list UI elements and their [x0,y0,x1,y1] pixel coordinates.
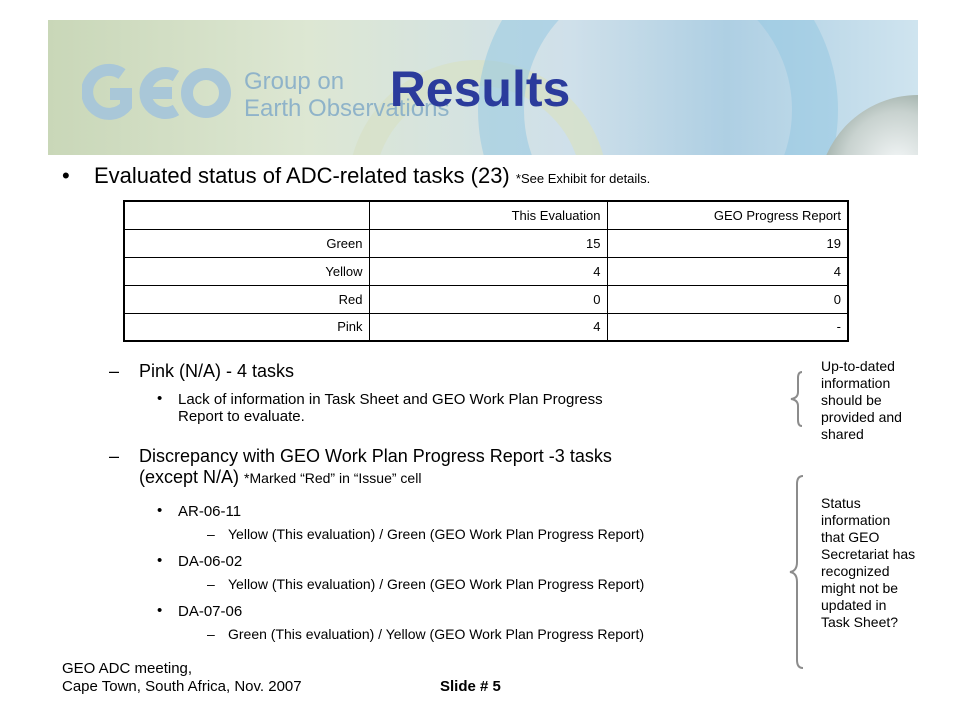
table-cell: 0 [606,284,849,314]
task-id: AR-06-11 [178,503,242,520]
table-cell: Red [123,284,370,314]
header-banner [48,20,918,155]
curly-brace-icon [789,475,804,669]
table-row: Pink 4 - [123,312,849,342]
table-cell: 4 [368,256,608,286]
pink-detail-line: Lack of information in Task Sheet and GE… [178,391,603,408]
curly-brace-icon [790,371,803,427]
page-title: Results [389,61,571,117]
task-status-text: Yellow (This evaluation) / Green (GEO Wo… [228,576,645,592]
footer-meeting-info: GEO ADC meeting, Cape Town, South Africa… [62,660,302,696]
side-note-line: provided and [821,409,902,425]
table-cell: Green [123,228,370,258]
banner-decoration [478,20,838,155]
bullet-icon: • [157,502,163,519]
table-header-cell [123,200,370,230]
task-status-text: Green (This evaluation) / Yellow (GEO Wo… [228,626,645,642]
table-cell: - [606,312,849,342]
table-cell: 0 [368,284,608,314]
table-row: Yellow 4 4 [123,256,849,286]
side-note-line: shared [821,426,864,442]
bullet-icon: • [62,163,70,188]
discrepancy-line: Discrepancy with GEO Work Plan Progress … [139,446,612,466]
table-header-cell: GEO Progress Report [606,200,849,230]
footer-line: GEO ADC meeting, [62,660,193,677]
task-id: DA-07-06 [178,603,243,620]
task-status-text: Yellow (This evaluation) / Green (GEO Wo… [228,526,645,542]
bullet-icon: • [157,602,163,619]
side-note-update: Up-to-dated information should be provid… [821,358,951,443]
bullet-icon: • [157,390,163,407]
side-note-line: Status [821,495,861,511]
dash-marker: – [207,526,215,542]
table-header-cell: This Evaluation [368,200,608,230]
table-header-row: This Evaluation GEO Progress Report [123,200,849,230]
side-note-line: updated in [821,597,887,613]
side-note-line: should be [821,392,882,408]
intro-note: *See Exhibit for details. [515,171,651,186]
side-note-line: might not be [821,580,899,596]
table-cell: 4 [606,256,849,286]
pink-detail-line: Report to evaluate. [178,408,305,425]
discrepancy-note: *Marked “Red” in “Issue” cell [244,470,422,486]
geo-logo [82,63,231,120]
side-note-line: Secretariat has [821,546,916,562]
table-cell: 19 [606,228,849,258]
footer-line: Cape Town, South Africa, Nov. 2007 [62,678,302,695]
dash-marker: – [207,626,215,642]
side-note-line: information [821,512,891,528]
slide-number: Slide # 5 [440,678,501,695]
side-note-line: recognized [821,563,890,579]
dash-marker: – [109,446,120,466]
dash-marker: – [207,576,215,592]
intro-text: Evaluated status of ADC-related tasks (2… [94,163,510,188]
table-cell: Yellow [123,256,370,286]
side-note-status: Status information that GEO Secretariat … [821,495,951,631]
table-row: Red 0 0 [123,284,849,314]
side-note-line: information [821,375,891,391]
results-table: This Evaluation GEO Progress Report Gree… [123,200,849,342]
pink-label: Pink (N/A) - 4 tasks [139,361,295,381]
table-cell: 4 [368,312,608,342]
bullet-icon: • [157,552,163,569]
table-cell: Pink [123,312,370,342]
side-note-line: that GEO [821,529,880,545]
table-row: Green 15 19 [123,228,849,258]
side-note-line: Task Sheet? [821,614,899,630]
task-id: DA-06-02 [178,553,243,570]
logo-wordmark: Group on Earth Observations [244,68,450,122]
table-cell: 15 [368,228,608,258]
side-note-line: Up-to-dated [821,358,895,374]
dash-marker: – [109,361,120,381]
discrepancy-line: (except N/A) [139,467,240,487]
